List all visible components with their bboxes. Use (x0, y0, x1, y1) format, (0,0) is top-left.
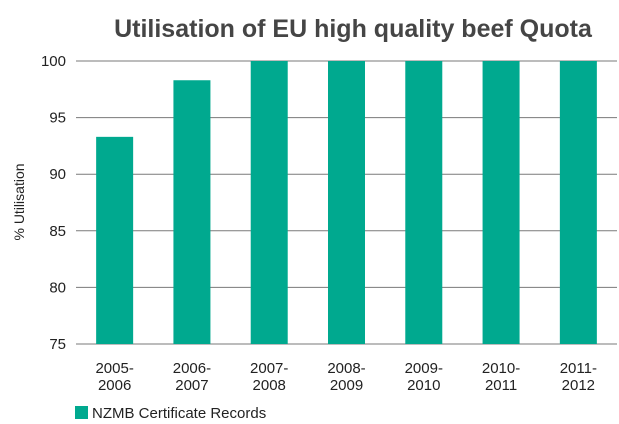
bar (559, 61, 597, 344)
y-tick-label: 100 (41, 53, 66, 70)
x-tick-label: 2010- (482, 360, 520, 377)
x-tick-label: 2007 (175, 377, 208, 394)
x-tick-label: 2008 (253, 377, 286, 394)
y-tick-label: 90 (49, 166, 66, 183)
y-tick-label: 75 (49, 336, 66, 353)
bar (173, 80, 211, 344)
legend-label: NZMB Certificate Records (92, 405, 266, 422)
y-axis-label: % Utilisation (11, 163, 27, 240)
x-tick-label: 2006 (98, 377, 131, 394)
x-tick-label: 2011 (485, 377, 517, 394)
y-tick-label: 95 (49, 110, 66, 127)
y-tick-labels: 75 80 85 90 95 100 (41, 53, 66, 353)
bar (482, 61, 520, 344)
legend-swatch (75, 406, 88, 419)
x-tick-label: 2010 (407, 377, 440, 394)
x-tick-label: 2009 (330, 377, 363, 394)
bar (328, 61, 365, 344)
bar (96, 136, 134, 344)
x-tick-label: 2009- (405, 360, 443, 377)
x-tick-label: 2008- (327, 360, 365, 377)
x-tick-label: 2007- (250, 360, 288, 377)
chart-title: Utilisation of EU high quality beef Quot… (114, 15, 593, 43)
y-tick-label: 85 (49, 223, 66, 240)
bar (250, 61, 288, 344)
bars (96, 61, 597, 344)
x-tick-label: 2005- (95, 360, 133, 377)
x-tick-labels: 2005-2006 2006-2007 2007-2008 2008-2009 2009… (95, 360, 597, 394)
x-tick-label: 2011- (560, 360, 597, 377)
legend: NZMB Certificate Records (75, 405, 266, 422)
bar (405, 61, 443, 344)
y-tick-label: 80 (49, 279, 66, 296)
x-tick-label: 2006- (173, 360, 211, 377)
x-tick-label: 2012 (562, 377, 595, 394)
